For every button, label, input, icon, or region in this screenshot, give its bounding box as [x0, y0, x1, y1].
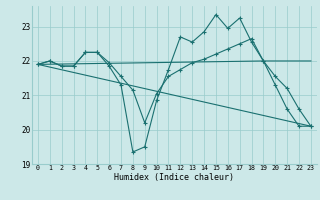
X-axis label: Humidex (Indice chaleur): Humidex (Indice chaleur)	[115, 173, 234, 182]
